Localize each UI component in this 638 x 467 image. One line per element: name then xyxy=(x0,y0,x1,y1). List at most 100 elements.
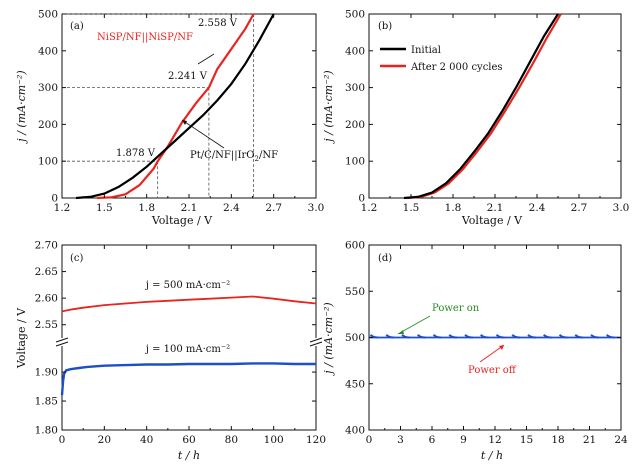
series-d-cycle xyxy=(448,334,458,339)
a-ytick-label: 100 xyxy=(38,156,58,168)
label-ptc-main: Pt/C/NF||IrO xyxy=(190,150,255,161)
a-ytick-label: 200 xyxy=(38,119,58,131)
panel-b-frame xyxy=(368,13,622,199)
series-d-cycle xyxy=(558,334,568,339)
axis-break-mark-r2 xyxy=(309,341,323,347)
axis-break-mark-l2 xyxy=(55,341,69,347)
arrow-power-on xyxy=(397,315,431,335)
b-ytick-label: 300 xyxy=(345,82,365,94)
panel-a-xlabel: Voltage / V xyxy=(151,214,213,227)
d-ytick-label: 600 xyxy=(345,240,365,252)
panel-d: 0 3 6 9 12 15 18 21 24 400 450 500 550 600 (d) Power … xyxy=(322,240,628,463)
d-xtick-label: 21 xyxy=(583,434,596,446)
c-xtick-label: 100 xyxy=(264,434,284,446)
series-d-cycle xyxy=(605,334,615,339)
c-ytick-label: 1.85 xyxy=(35,396,58,408)
series-a-ptc xyxy=(76,13,275,200)
label-500: j = 500 mA·cm⁻² xyxy=(145,280,230,291)
a-xtick-label: 1.2 xyxy=(54,202,71,214)
b-ytick-label: 400 xyxy=(345,45,365,57)
d-ytick-label: 550 xyxy=(345,286,365,298)
c-ytick-label: 2.60 xyxy=(35,293,58,305)
panel-d-xlabel: t / h xyxy=(481,449,503,462)
arrow-power-off xyxy=(479,344,505,363)
d-xtick-label: 6 xyxy=(429,434,436,446)
label-ptc: Pt/C/NF||IrO2/NF xyxy=(190,150,278,163)
c-ytick-label: 2.70 xyxy=(35,240,58,252)
panel-b: 1.2 1.5 1.8 2.1 2.4 2.7 3.0 0 100 200 300 400 500 (b… xyxy=(322,9,629,228)
c-ytick-label: 2.55 xyxy=(35,319,58,331)
series-d-cycle xyxy=(416,334,426,339)
series-d-cycle xyxy=(432,334,442,339)
a-ytick-label: 400 xyxy=(38,45,58,57)
b-ytick-label: 0 xyxy=(358,193,365,205)
a-xtick-label: 2.7 xyxy=(265,202,282,214)
series-d-cycle xyxy=(479,334,489,339)
b-xtick-label: 3.0 xyxy=(613,202,630,214)
b-ytick-label: 100 xyxy=(345,156,365,168)
b-xtick-label: 1.8 xyxy=(445,202,462,214)
label-power-off: Power off xyxy=(468,365,517,376)
b-xtick-label: 1.2 xyxy=(361,202,378,214)
d-ytick-label: 450 xyxy=(345,378,365,390)
series-b-after xyxy=(406,13,562,200)
c-xtick-label: 40 xyxy=(140,434,153,446)
a-xtick-label: 1.5 xyxy=(96,202,113,214)
label-nisp: NiSP/NF||NiSP/NF xyxy=(97,32,193,43)
a-xtick-label: 1.8 xyxy=(138,202,155,214)
label-100: j = 100 mA·cm⁻² xyxy=(145,344,230,355)
d-xtick-label: 3 xyxy=(397,434,404,446)
series-d-cycle xyxy=(574,334,584,339)
label-2241v: 2.241 V xyxy=(168,71,208,82)
panel-a-ylabel: j / (mA·cm⁻²) xyxy=(15,70,28,144)
b-ytick-label: 500 xyxy=(345,9,365,21)
panel-d-ylabel: j / (mA·cm⁻²) xyxy=(322,302,335,376)
d-ytick-label: 400 xyxy=(345,425,365,437)
series-d-cycle xyxy=(401,334,410,339)
c-xtick-label: 20 xyxy=(98,434,111,446)
a-xtick-label: 3.0 xyxy=(308,202,325,214)
series-d-cycle xyxy=(464,334,473,339)
series-d-cycle xyxy=(385,334,395,339)
series-d-cycle xyxy=(542,334,552,339)
a-xtick-label: 2.4 xyxy=(223,202,240,214)
c-xtick-label: 120 xyxy=(306,434,326,446)
panel-c-label: (c) xyxy=(70,253,84,264)
label-power-on: Power on xyxy=(432,303,480,314)
series-c-100 xyxy=(60,362,316,396)
legend-b: Initial After 2 000 cycles xyxy=(380,45,503,73)
a-xtick-label: 2.1 xyxy=(181,202,198,214)
d-xtick-label: 12 xyxy=(488,434,501,446)
panel-b-xlabel: Voltage / V xyxy=(461,214,523,227)
d-xtick-label: 15 xyxy=(520,434,533,446)
a-ytick-label: 0 xyxy=(51,193,58,205)
series-a-nisp xyxy=(97,13,255,200)
panel-b-label: (b) xyxy=(378,21,392,32)
c-xtick-label: 60 xyxy=(182,434,195,446)
arrow-ptc-head xyxy=(182,120,187,125)
b-xtick-label: 2.1 xyxy=(487,202,504,214)
series-d-cycle xyxy=(590,334,600,339)
panel-c-xlabel: t / h xyxy=(178,449,200,462)
series-d-cycle xyxy=(369,334,379,339)
a-ytick-label: 500 xyxy=(38,9,58,21)
axis-break-gap xyxy=(55,338,323,346)
label-1878v: 1.878 V xyxy=(116,148,156,159)
c-ytick-label: 1.80 xyxy=(35,425,58,437)
label-2558v: 2.558 V xyxy=(198,18,238,29)
panel-c-ylabel: Voltage / V xyxy=(15,307,28,369)
arrow-nisp xyxy=(197,53,215,65)
panel-c-frame xyxy=(61,244,317,431)
b-xtick-label: 1.5 xyxy=(403,202,420,214)
arrow-power-on-head xyxy=(398,330,404,334)
d-xtick-label: 18 xyxy=(551,434,564,446)
series-c-500 xyxy=(61,295,317,313)
panel-a-label: (a) xyxy=(70,21,84,32)
series-d-cycle xyxy=(495,334,505,339)
label-ptc-sub: 2 xyxy=(255,155,259,163)
d-xtick-label: 0 xyxy=(366,434,373,446)
axis-break xyxy=(55,337,323,347)
legend-initial: Initial xyxy=(411,45,441,56)
panel-d-label: (d) xyxy=(378,253,392,264)
